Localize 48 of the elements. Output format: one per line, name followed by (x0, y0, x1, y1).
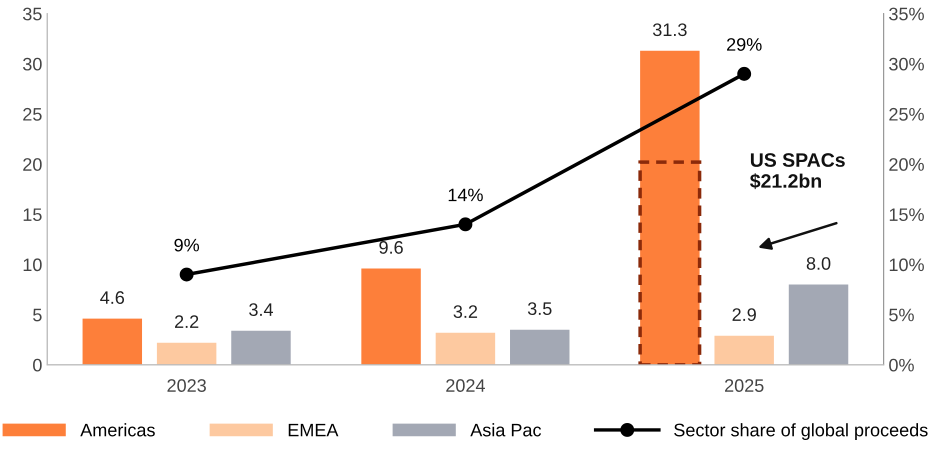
bar (156, 342, 216, 365)
y2-tick-label: 20% (889, 158, 924, 171)
data-label: 9% (174, 238, 200, 252)
point (458, 217, 472, 232)
bar (640, 50, 700, 365)
y2-tick-label: 35% (889, 8, 924, 20)
legend-label: Sector share of global proceeds (674, 423, 928, 440)
y2-tick-label: 15% (890, 208, 924, 222)
y-tick-label: 20 (23, 158, 42, 171)
x-tick-label: 2024 (446, 379, 485, 392)
bar (436, 332, 496, 365)
y-tick-label: 10 (24, 258, 42, 272)
data-label: 29% (727, 38, 762, 51)
annotation: US SPACs $21.2bn (750, 153, 845, 190)
y2-tick-label: 30% (889, 58, 924, 71)
data-label: 31.3 (652, 23, 687, 36)
y-tick-label: 15 (24, 208, 42, 222)
y-tick-label: 5 (33, 308, 42, 322)
y2-tick-label: 10% (890, 258, 924, 272)
data-label: 4.6 (100, 291, 124, 304)
point (737, 66, 752, 81)
bar (361, 268, 421, 365)
data-label: 3.4 (249, 303, 273, 316)
x-tick-label: 2025 (725, 379, 764, 392)
x-tick-label: 2023 (167, 379, 206, 392)
y-tick-label: 30 (22, 58, 42, 71)
bar (231, 330, 291, 365)
data-label: 3.5 (528, 302, 552, 316)
bar (714, 336, 774, 365)
y-tick-label: 35 (22, 8, 42, 20)
point (180, 268, 194, 282)
data-label: 9.6 (379, 241, 403, 254)
legend-label: EMEA (288, 424, 338, 436)
data-label: 8.0 (806, 257, 830, 270)
legend-label: Asia Pac (470, 423, 542, 436)
bar (82, 318, 142, 365)
bar (510, 330, 570, 365)
data-label: 3.2 (454, 305, 478, 318)
data-label: 2.2 (174, 315, 198, 328)
y2-tick-label: 0% (889, 358, 914, 372)
y2-tick-label: 5% (889, 308, 914, 322)
data-label: 14% (448, 188, 483, 202)
bar (788, 284, 848, 365)
y-tick-label: 0 (33, 358, 42, 372)
y2-tick-label: 25% (889, 108, 924, 121)
data-label: 2.9 (732, 308, 756, 322)
legend-label: Americas (80, 423, 155, 436)
y-tick-label: 25 (23, 108, 42, 121)
